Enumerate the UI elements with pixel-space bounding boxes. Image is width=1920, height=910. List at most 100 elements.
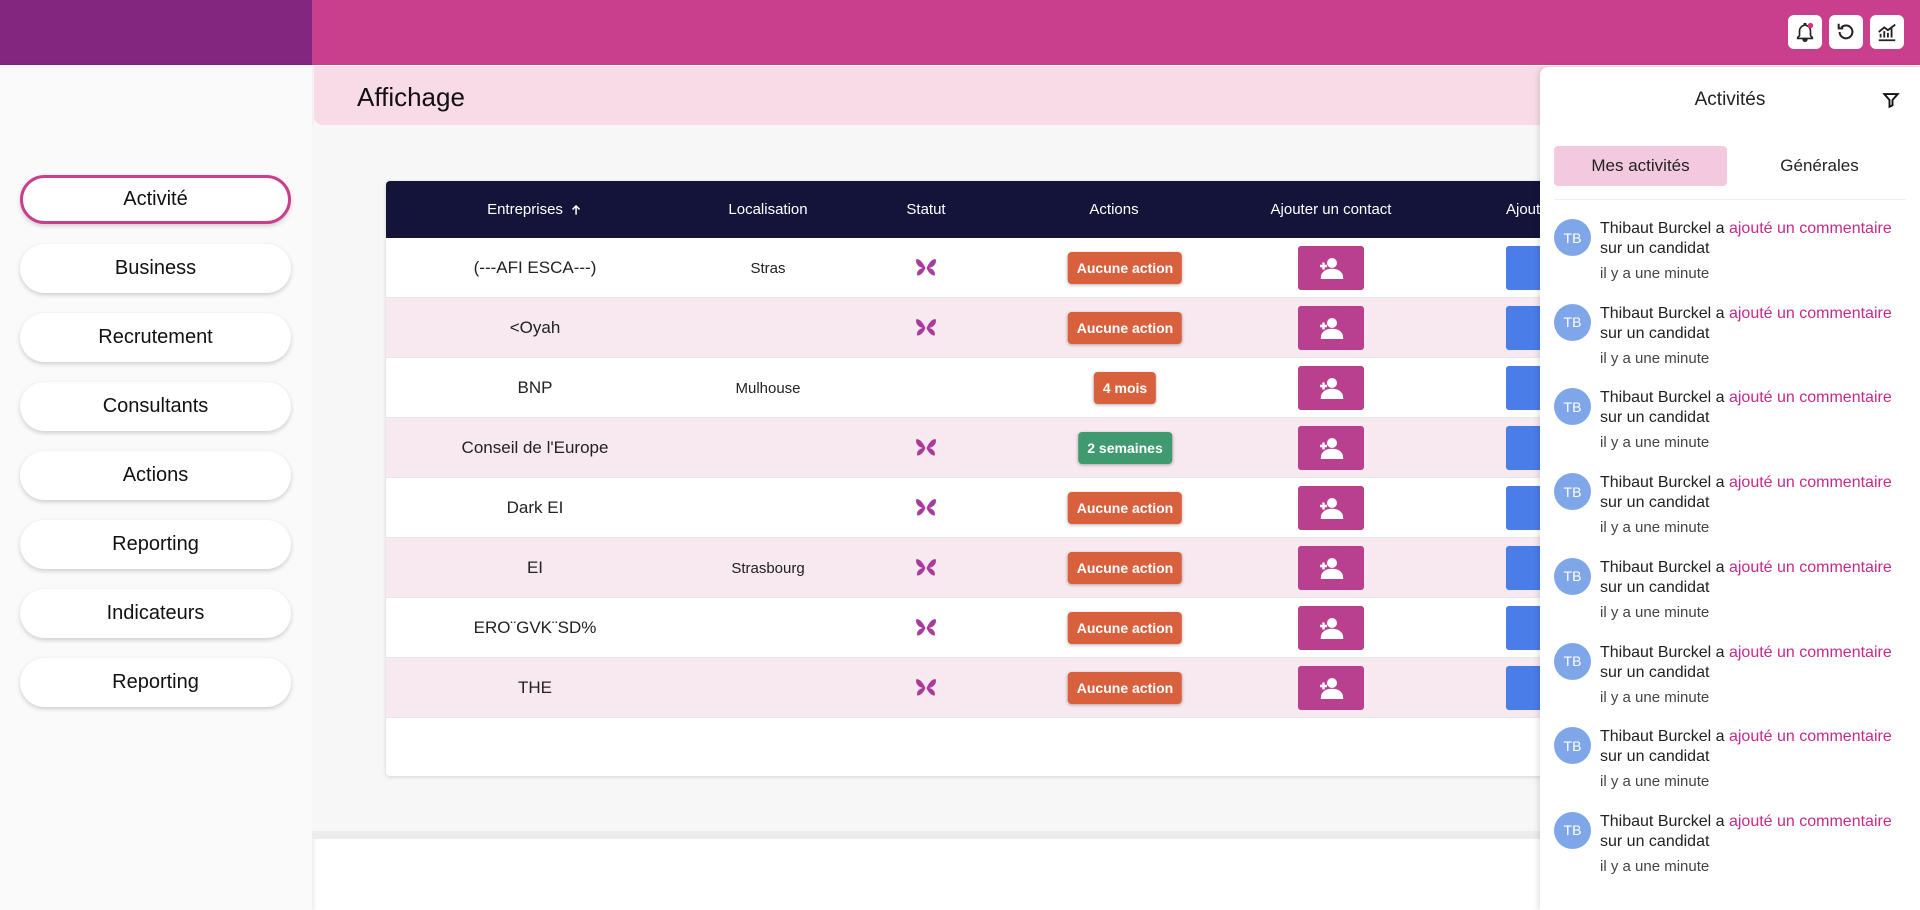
stats-button[interactable] [1870,15,1904,49]
actor: Thibaut Burckel a [1600,812,1725,830]
nav-item[interactable]: Activité [20,175,291,224]
note-button[interactable] [1506,546,1546,590]
nav-item[interactable]: Reporting [20,658,291,707]
add-contact-icon [1320,378,1344,399]
add-contact-cell [1298,598,1364,658]
refresh-button[interactable] [1829,15,1863,49]
activity-item: TB Thibaut Burckel a ajouté un commentair… [1554,303,1916,384]
divider [1554,199,1906,200]
note-button[interactable] [1506,306,1546,350]
activity-link[interactable]: ajouté un commentaire [1728,728,1892,746]
filter-icon[interactable] [1882,91,1900,109]
action-cell: Aucune action [1067,298,1183,358]
activity-item: TB Thibaut Burckel a ajouté un commentair… [1554,557,1914,638]
activity-link[interactable]: ajouté un commentaire [1728,389,1892,407]
add-contact-icon [1320,618,1344,639]
action-cell: 2 semaines [1078,418,1172,478]
status [913,658,939,718]
note-button[interactable] [1506,606,1546,650]
action-cell: 4 mois [1093,358,1157,418]
note-button[interactable] [1506,246,1546,290]
nav-item[interactable]: Reporting [20,520,291,569]
avatar: TB [1554,642,1591,680]
table-header: Entreprises Localisation Statut Actions Ajou… [386,181,1546,238]
note-cell [1506,478,1546,538]
note-button[interactable] [1506,366,1546,410]
add-contact-icon [1320,498,1344,519]
add-contact-button[interactable] [1298,606,1364,650]
nav-item[interactable]: Consultants [20,382,291,431]
table-row: THE Aucune action [386,658,1546,718]
add-contact-button[interactable] [1298,666,1364,710]
nav-item[interactable]: Actions [20,451,291,500]
location: Stras [750,259,786,277]
logo-area [0,0,312,65]
add-contact-button[interactable] [1298,426,1364,470]
nav-item[interactable]: Recrutement [20,313,291,362]
add-contact-button[interactable] [1298,486,1364,530]
action-badge: 4 mois [1093,372,1157,404]
company-name: (---AFI ESCA---) [473,258,597,277]
actor: Thibaut Burckel a [1600,474,1725,492]
add-contact-button[interactable] [1298,546,1364,590]
column-label: Ajouter u [1505,201,1546,218]
column-header: Ajouter u [1506,181,1546,238]
add-contact-cell [1298,358,1364,418]
activity-text: Thibaut Burckel a ajouté un commentaire … [1600,643,1916,683]
column-header: Statut [906,181,945,238]
activity-time: il y a une minute [1600,688,1710,706]
tab[interactable]: Générales [1780,156,1859,175]
actor: Thibaut Burckel a [1600,220,1725,237]
activity-link[interactable]: ajouté un commentaire [1728,558,1892,576]
activity-object: sur un candidat [1600,409,1710,427]
activity-text: Thibaut Burckel a ajouté un commentaire … [1600,304,1916,344]
notifications-button[interactable] [1788,15,1822,49]
activity-link[interactable]: ajouté un commentaire [1728,474,1892,492]
add-contact-button[interactable] [1298,246,1364,290]
activity-time: il y a une minute [1600,519,1710,537]
status-icon [916,439,936,456]
note-cell [1506,298,1546,358]
note-button[interactable] [1506,486,1546,530]
add-contact-button[interactable] [1298,306,1364,350]
activity-object: sur un candidat [1600,748,1710,766]
actor: Thibaut Burckel a [1600,643,1725,661]
activity-link[interactable]: ajouté un commentaire [1728,220,1892,237]
nav-item[interactable]: Business [20,244,291,293]
table-row: ERO¨GVK¨SD% Aucune action [386,598,1546,658]
add-contact-icon [1320,558,1344,579]
actor: Thibaut Burckel a [1600,389,1725,407]
activity-item: TB Thibaut Burckel a ajouté un commentair… [1554,642,1916,723]
column-header: Localisation [728,181,807,238]
nav-item[interactable]: Indicateurs [20,589,291,638]
status-icon [916,619,936,636]
note-cell [1506,358,1546,418]
activity-link[interactable]: ajouté un commentaire [1728,643,1892,661]
activity-item: TB Thibaut Burckel a ajouté un commentair… [1554,811,1914,892]
action-badge: Aucune action [1067,492,1183,524]
tab[interactable]: Mes activités [1554,146,1727,186]
status [913,238,939,298]
table-row: EI Strasbourg Aucune action [386,538,1546,598]
add-contact-button[interactable] [1298,366,1364,410]
column-header: Entreprises [487,181,583,238]
sort-icon[interactable] [569,203,583,217]
activity-link[interactable]: ajouté un commentaire [1728,812,1892,830]
activity-object: sur un candidat [1600,324,1710,342]
note-button[interactable] [1506,426,1546,470]
activity-link[interactable]: ajouté un commentaire [1728,304,1892,322]
column-label: Statut [906,201,946,218]
add-contact-cell [1298,298,1364,358]
activity-item: TB Thibaut Burckel a ajouté un commentair… [1554,388,1914,468]
status [913,418,939,478]
table-row: BNP Mulhouse 4 mois [386,358,1546,418]
note-button[interactable] [1506,666,1546,710]
action-badge: Aucune action [1067,252,1183,284]
status-icon [916,559,936,576]
divider [312,831,1612,839]
location: Mulhouse [735,379,801,397]
status-icon [916,679,936,696]
activity-item: TB Thibaut Burckel a ajouté un commentair… [1554,727,1914,807]
avatar: TB [1554,388,1591,426]
